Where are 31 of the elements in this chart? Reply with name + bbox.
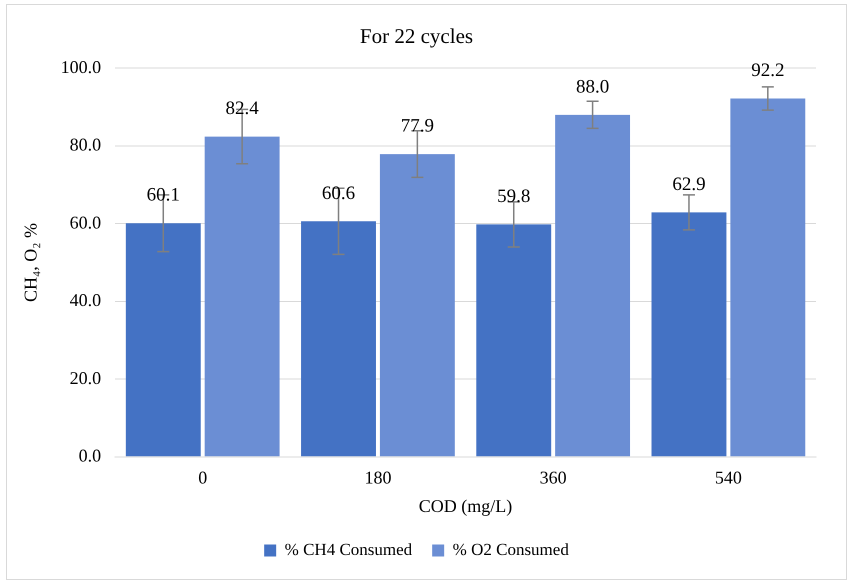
x-tick-label: 180 [364,467,392,488]
y-tick-label: 40.0 [70,290,102,310]
bar [301,221,376,456]
y-tick-label: 20.0 [70,368,102,388]
y-tick-label: 60.0 [70,212,102,232]
legend-label: % O2 Consumed [452,540,570,559]
bar [126,223,201,456]
bar [652,212,726,456]
data-label: 92.2 [751,60,784,81]
data-label: 60.6 [322,182,356,204]
y-tick-label: 100.0 [60,56,102,77]
y-tick-label: 80.0 [70,134,102,155]
bar [730,98,806,456]
bar [476,224,552,456]
chart-title: For 22 cycles [360,24,474,48]
data-label: 77.9 [400,116,434,137]
data-label: 60.1 [146,184,180,206]
data-label: 88.0 [576,76,610,98]
bar [555,114,630,456]
bar [204,136,280,456]
x-tick-label: 360 [540,467,567,488]
y-axis-title: CH₄, O₂ % [20,222,41,302]
data-label: 59.8 [497,186,530,207]
legend-label: % CH4 Consumed [284,540,413,559]
x-tick-label: 540 [714,467,742,488]
x-axis-title: COD (mg/L) [418,496,512,516]
data-label: 82.4 [226,98,260,120]
data-label: 62.9 [672,174,706,195]
x-tick-label: 0 [198,467,208,488]
bar [380,154,455,456]
y-tick-label: 0.0 [78,446,102,466]
